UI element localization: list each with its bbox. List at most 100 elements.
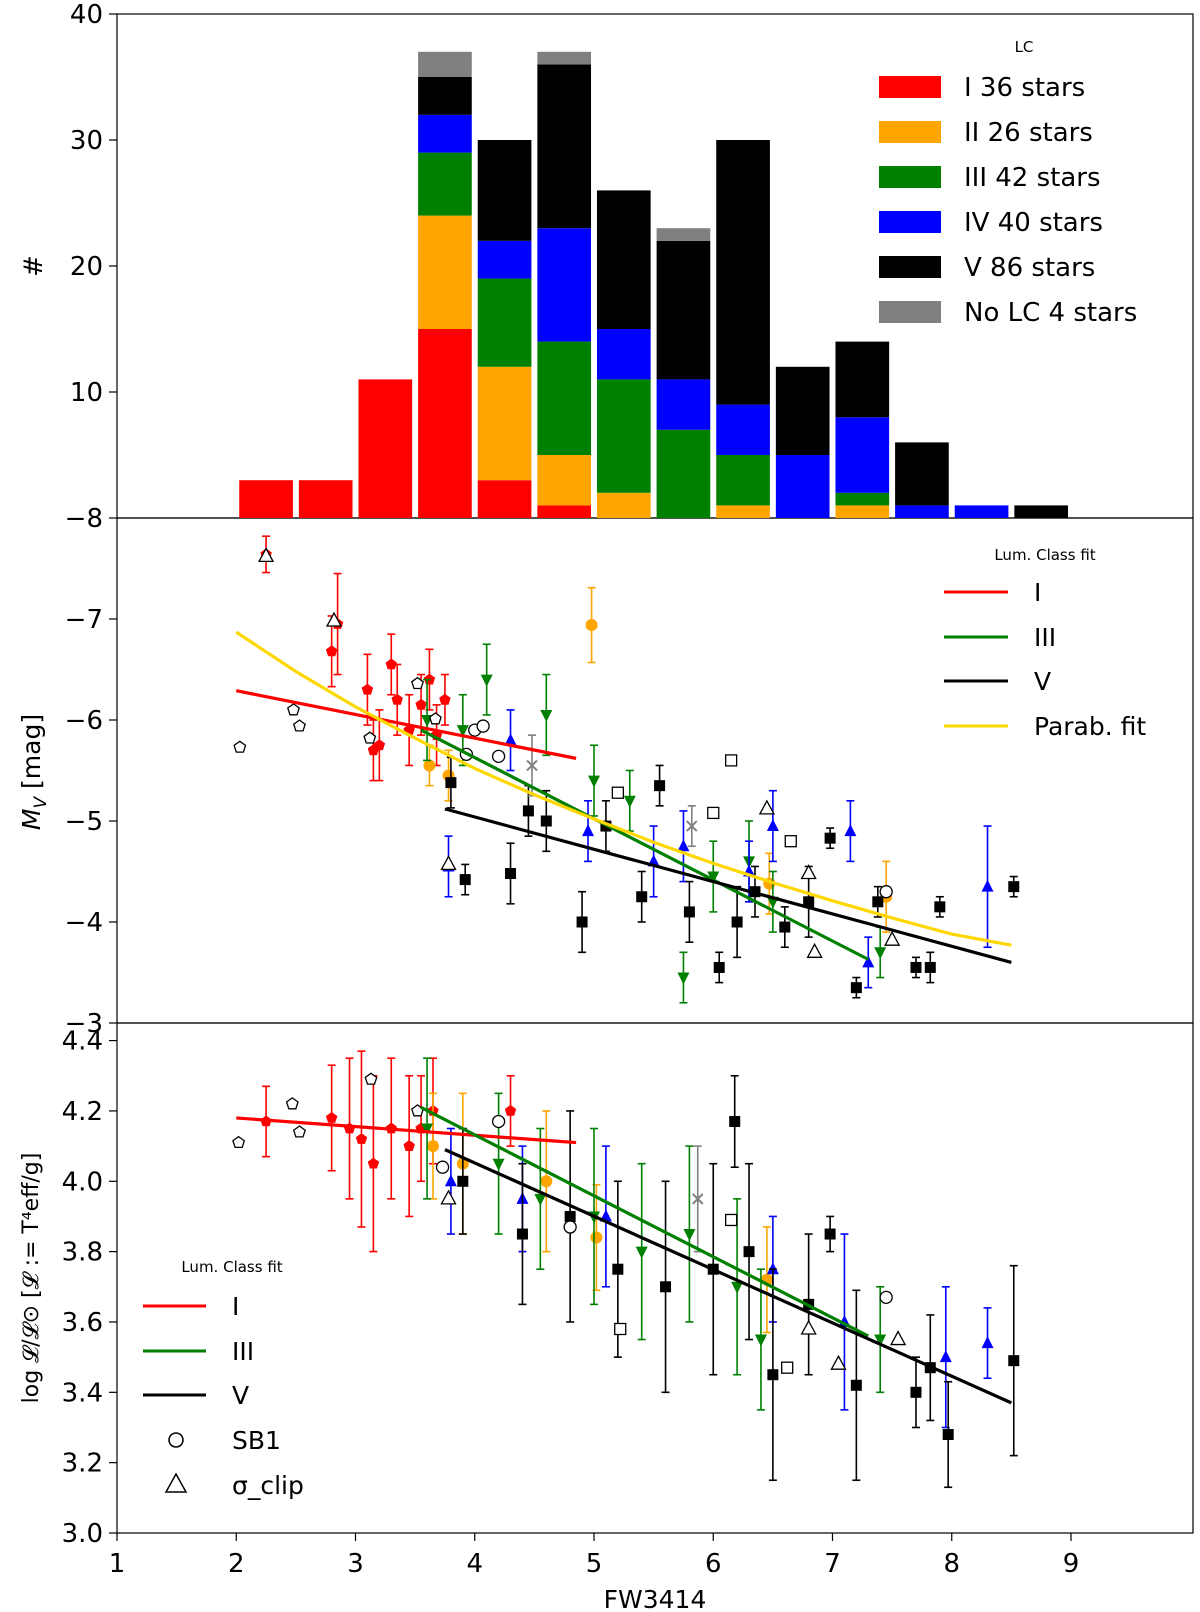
sb1-marker (292, 1125, 306, 1138)
point-marker-III (492, 1158, 505, 1171)
hist-bar-seg-4 (835, 341, 890, 418)
sb1-marker (435, 1160, 450, 1174)
legend-label-I: I 36 stars (964, 73, 1085, 103)
legend-label-II: II 26 stars (964, 118, 1093, 148)
point-marker-V (564, 1210, 576, 1222)
point-marker-II (585, 619, 598, 632)
open-square-marker (724, 754, 738, 767)
hist-bar-seg-5 (418, 51, 472, 77)
point-marker-V (850, 982, 862, 994)
sb1-marker (285, 1097, 299, 1110)
legend-swatch-IV (879, 211, 941, 233)
lum-panel-frame (116, 1022, 1194, 1534)
sb1-marker (491, 749, 506, 764)
lum-legend-label-III: III (232, 1337, 254, 1366)
point-marker-III (754, 1334, 767, 1347)
mv-legend-label-V: V (1034, 667, 1051, 696)
point-marker-I (415, 698, 427, 710)
hist-bar-seg-4 (477, 140, 532, 241)
point-marker-V (576, 916, 588, 928)
fit-line-0 (235, 689, 577, 760)
mv-y-tick-label: −7 (65, 605, 103, 635)
hist-y-tick-label: 40 (70, 0, 103, 30)
clip-marker (440, 1189, 457, 1205)
point-marker-V (1008, 1355, 1020, 1367)
point-marker-III (683, 1229, 696, 1242)
lum-legend-label-V: V (232, 1381, 249, 1410)
hist-bar-seg-2 (596, 379, 651, 493)
hist-bar-seg-0 (477, 480, 532, 518)
clip-marker (758, 799, 776, 815)
lum-scatter (232, 1050, 1020, 1489)
point-marker-III (480, 674, 493, 687)
axes: 1 2 3 4 5 6 7 8 9 40 30 20 10 −8 −7 −6 −5 −4 −34.4 4.2 4.0 3.… (62, 0, 1080, 1579)
hist-bar-seg-1 (477, 366, 532, 481)
lum-legend: Lum. Class fit I III V SB1 σ_clip (143, 1258, 304, 1500)
clip-marker (830, 1354, 847, 1370)
open-square-marker (611, 786, 624, 799)
legend-swatch-I (879, 76, 941, 98)
legend-label-III: III 42 stars (964, 163, 1101, 193)
point-marker-V (934, 901, 946, 913)
mv-legend-label-I: I (1034, 578, 1041, 607)
open-square-marker (614, 1322, 627, 1336)
point-marker-NoLC (526, 759, 538, 772)
mv-scatter (233, 535, 1020, 1004)
point-marker-III (588, 775, 600, 788)
hist-bar-seg-4 (895, 442, 949, 506)
clip-marker (800, 1319, 817, 1335)
fit-line-1 (420, 1105, 870, 1338)
hist-y-label: # (19, 255, 49, 277)
point-marker-IV (504, 733, 517, 746)
hist-bar-seg-3 (835, 417, 890, 493)
point-marker-III (874, 947, 887, 960)
point-marker-V (445, 777, 457, 789)
hist-bar-seg-0 (358, 379, 413, 518)
point-marker-II (540, 1175, 553, 1188)
point-marker-I (355, 1133, 368, 1144)
point-marker-V (729, 1115, 741, 1127)
mv-legend-title: Lum. Class fit (994, 546, 1095, 564)
point-marker-V (824, 832, 836, 844)
hist-bar-seg-1 (716, 505, 770, 518)
lum-legend-marker-clip (164, 1472, 188, 1493)
sb1-marker (879, 1290, 893, 1304)
hist-bar-seg-4 (596, 190, 651, 329)
point-marker-V (660, 1281, 672, 1293)
point-marker-I (325, 1112, 338, 1123)
mv-legend-label-III: III (1034, 623, 1056, 652)
x-axis-label: FW3414 (604, 1585, 707, 1612)
hist-bar-seg-3 (477, 240, 532, 279)
hist-bar-seg-2 (418, 152, 472, 216)
legend-swatch-V (879, 256, 941, 278)
hist-y-tick-label: −8 (65, 504, 103, 534)
mv-y-tick-label: −5 (65, 807, 103, 837)
clip-marker (440, 855, 457, 871)
sb1-marker (491, 1114, 506, 1129)
hist-bar-seg-4 (537, 64, 592, 229)
hist-y-tick-label: 30 (70, 126, 103, 156)
point-marker-III (635, 1246, 648, 1259)
mv-legend-label-parab: Parab. fit (1034, 712, 1146, 741)
point-marker-I (361, 683, 374, 695)
legend-label-IV: IV 40 stars (964, 208, 1103, 238)
sb1-marker (292, 719, 306, 732)
hist-bar-seg-1 (418, 215, 472, 329)
lum-legend-title: Lum. Class fit (181, 1258, 282, 1276)
sb1-marker (364, 1072, 378, 1085)
open-square-marker (784, 835, 797, 848)
hist-bar-seg-2 (477, 278, 532, 367)
x-tick-label: 7 (824, 1549, 841, 1579)
hist-bar-seg-3 (656, 379, 711, 430)
point-marker-IV (981, 1336, 994, 1349)
hist-bar-seg-3 (954, 505, 1009, 518)
point-marker-IV (939, 1350, 952, 1363)
point-marker-V (743, 1246, 755, 1258)
point-marker-I (403, 1140, 415, 1151)
x-tick-label: 4 (466, 1549, 483, 1579)
hist-bar-seg-2 (835, 492, 890, 506)
lum-y-tick-label: 3.4 (62, 1378, 103, 1408)
lum-legend-label-clip: σ_clip (232, 1471, 304, 1500)
hist-bar-seg-2 (537, 341, 592, 455)
